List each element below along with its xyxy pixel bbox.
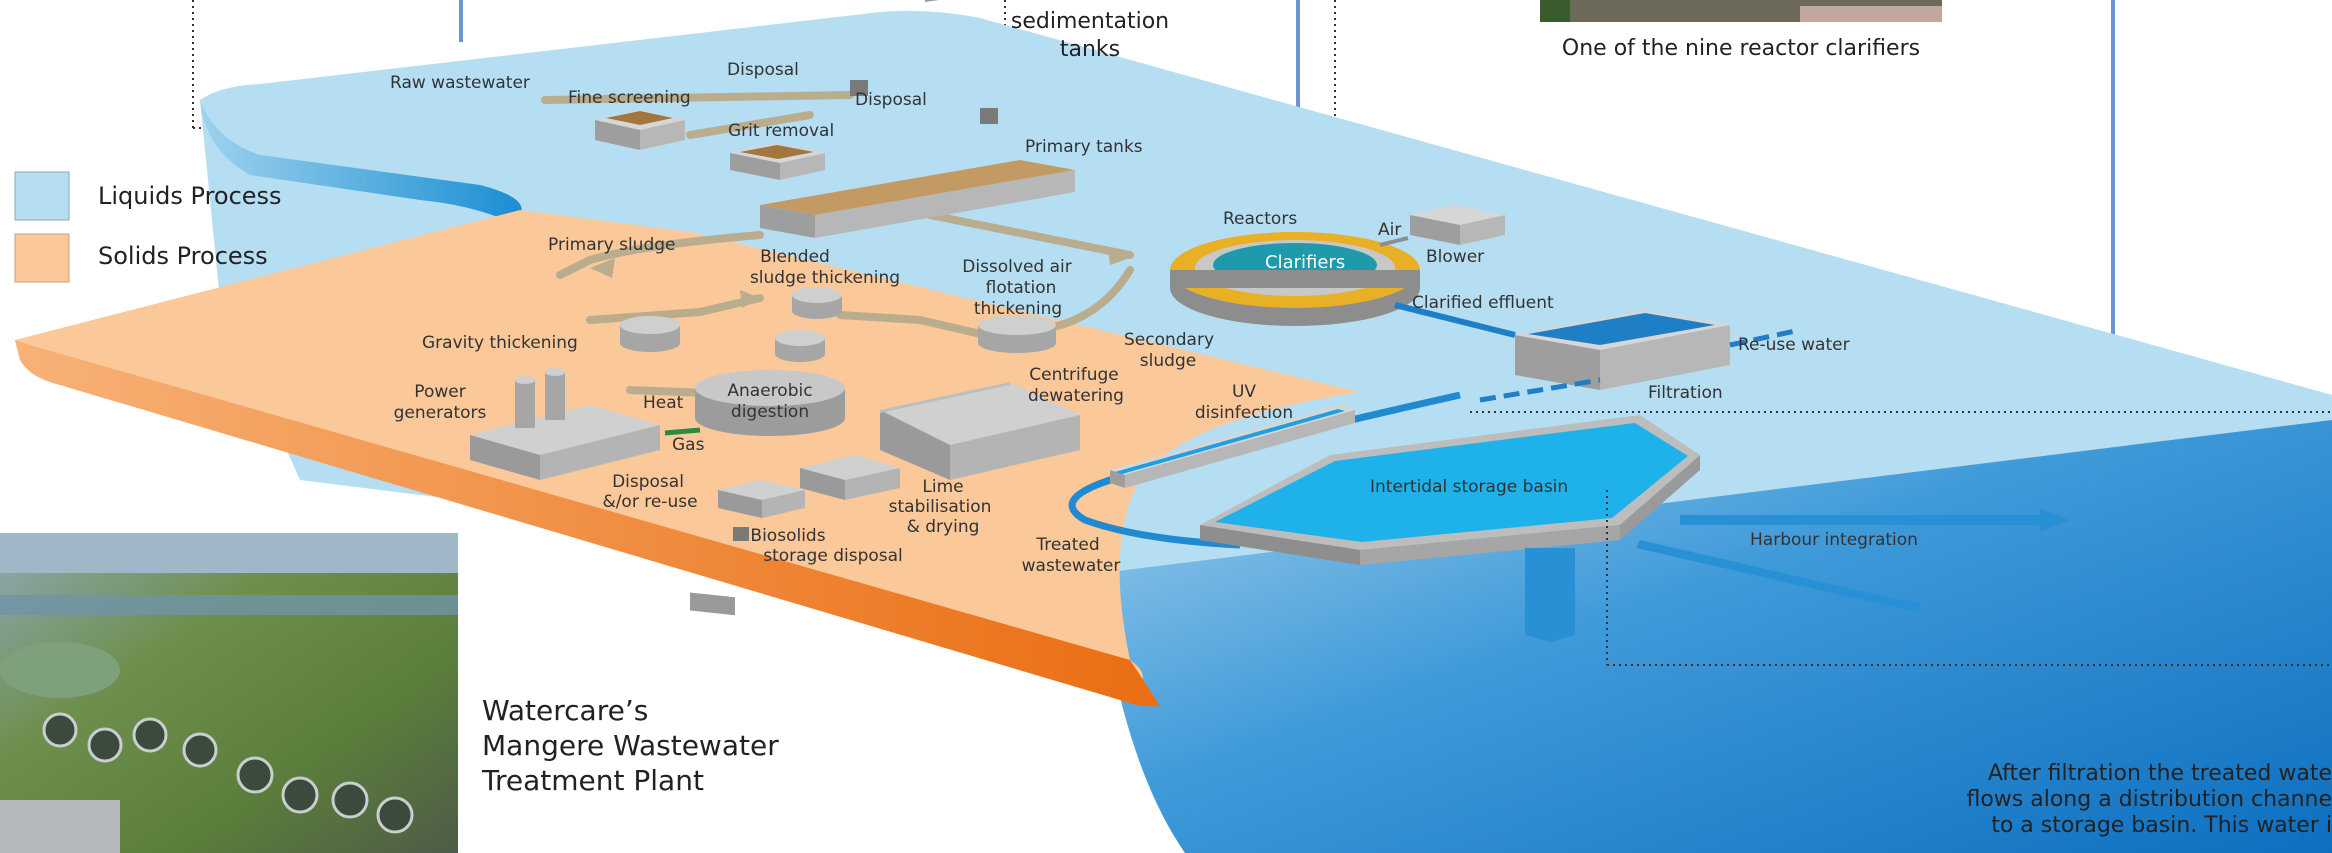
diagram-labels: Raw wastewater Fine screening Disposal D… — [390, 60, 1918, 576]
label-blended-line-2: sludge thickening — [750, 268, 900, 288]
sea-area — [1095, 400, 2332, 853]
label-disposal-2: Disposal — [855, 90, 927, 110]
label-filtration: Filtration — [1648, 383, 1723, 403]
label-biosolids-line-1: Biosolids — [750, 526, 825, 546]
label-uv-line-2: disinfection — [1195, 403, 1293, 423]
label-heat: Heat — [643, 393, 684, 413]
legend: Liquids Process Solids Process — [14, 171, 282, 283]
fine-screening-unit — [595, 110, 685, 150]
label-dissolved-line-1: Dissolved air — [962, 257, 1072, 277]
label-air: Air — [1378, 220, 1401, 240]
label-intertidal: Intertidal storage basin — [1370, 477, 1568, 497]
label-anaerobic-line-1: Anaerobic — [727, 381, 812, 401]
right-callouts — [1470, 411, 2332, 666]
flotation-thickening-tank — [978, 315, 1056, 353]
blended-thickening-tank-2 — [775, 330, 825, 362]
label-power-line-1: Power — [414, 382, 465, 402]
blended-thickening-tank-1 — [792, 287, 842, 319]
label-lime-line-1: Lime — [922, 477, 963, 497]
filtration-out-line — [1479, 377, 1601, 403]
legend-solids-label: Solids Process — [98, 242, 268, 270]
label-secondary-line-1: Secondary — [1124, 330, 1214, 350]
clarified-effluent-line — [1394, 302, 1516, 338]
legend-liquids-swatch — [14, 171, 70, 221]
intertidal-storage-basin — [1200, 415, 1700, 565]
label-disposal-1: Disposal — [727, 60, 799, 80]
label-fine-screening: Fine screening — [568, 88, 691, 108]
legend-liquids-label: Liquids Process — [98, 182, 282, 210]
centrifuge-building — [880, 382, 1080, 480]
biosolids-storage-unit — [718, 480, 805, 518]
plant-caption-line-3: Treatment Plant — [481, 764, 704, 797]
disposal-truck-2 — [925, 0, 998, 124]
primary-tanks-unit — [760, 160, 1075, 238]
label-dissolved-line-2: flotation — [986, 278, 1057, 298]
label-lime-line-3: & drying — [907, 517, 980, 537]
label-harbour: Harbour integration — [1750, 530, 1918, 550]
plant-aerial-photo — [0, 533, 458, 853]
label-reactors: Reactors — [1223, 209, 1297, 229]
label-treated-line-1: Treated — [1035, 535, 1099, 555]
gas-line — [664, 427, 701, 436]
blower-unit — [1410, 205, 1505, 245]
label-grit-removal: Grit removal — [728, 121, 834, 141]
harbour-arrows — [1636, 508, 2070, 612]
label-dissolved-line-3: thickening — [974, 299, 1062, 319]
disposal-truck-1 — [850, 80, 868, 96]
label-centrifuge-line-2: dewatering — [1028, 386, 1124, 406]
label-uv-line-1: UV — [1232, 382, 1256, 402]
uv-disinfection-channel — [1110, 405, 1355, 488]
power-generators — [470, 368, 660, 480]
label-primary-sludge: Primary sludge — [548, 235, 676, 255]
sedimentation-label-line-2: tanks — [1060, 37, 1120, 62]
lime-stabilisation-unit — [800, 455, 900, 500]
label-gravity-thickening: Gravity thickening — [422, 333, 578, 353]
legend-solids-swatch — [14, 233, 70, 283]
air-line — [1379, 236, 1409, 247]
label-reuse-water: Re-use water — [1738, 335, 1850, 355]
bottom-text-line-1: After filtration the treated wate — [1988, 761, 2332, 786]
anaerobic-digestion-tank — [695, 370, 845, 436]
reuse-water-line — [1729, 327, 1801, 348]
label-blower: Blower — [1426, 247, 1484, 267]
label-secondary-line-2: sludge — [1140, 351, 1196, 371]
plant-caption-line-1: Watercare’s — [482, 694, 648, 727]
liquids-platform-edge — [200, 100, 522, 220]
label-primary-tanks: Primary tanks — [1025, 137, 1143, 157]
label-disposal-reuse-line-2: &/or re-use — [602, 492, 697, 512]
label-anaerobic-line-2: digestion — [731, 402, 809, 422]
clarifier-caption: One of the nine reactor clarifiers — [1562, 36, 1920, 61]
label-power-line-2: generators — [394, 403, 487, 423]
bottom-text-line-3: to a storage basin. This water i — [1991, 813, 2332, 838]
label-lime-line-2: stabilisation — [889, 497, 992, 517]
clarifier-photo — [1540, 0, 1942, 22]
label-biosolids-line-2: storage disposal — [763, 546, 903, 566]
biosolids-truck — [690, 527, 749, 616]
plant-caption-line-2: Mangere Wastewater — [482, 729, 779, 762]
label-blended-line-1: Blended — [760, 247, 830, 267]
sedimentation-label-line-1: sedimentation — [1011, 9, 1169, 34]
gravity-thickening-tank — [620, 316, 680, 352]
filtration-unit — [1515, 310, 1730, 390]
reactors-clarifiers — [1170, 232, 1420, 326]
label-clarifiers: Clarifiers — [1265, 252, 1345, 273]
outfall-column — [1525, 548, 1575, 642]
label-gas: Gas — [672, 435, 705, 455]
grit-removal-unit — [730, 143, 825, 180]
label-raw-wastewater: Raw wastewater — [390, 73, 530, 93]
solids-platform-edge — [15, 340, 1160, 707]
label-centrifuge-line-1: Centrifuge — [1029, 365, 1119, 385]
label-disposal-reuse-line-1: Disposal — [612, 472, 684, 492]
bottom-text-line-2: flows along a distribution channe — [1966, 787, 2332, 812]
label-treated-line-2: wastewater — [1022, 556, 1121, 576]
label-clarified-effluent: Clarified effluent — [1412, 293, 1554, 313]
